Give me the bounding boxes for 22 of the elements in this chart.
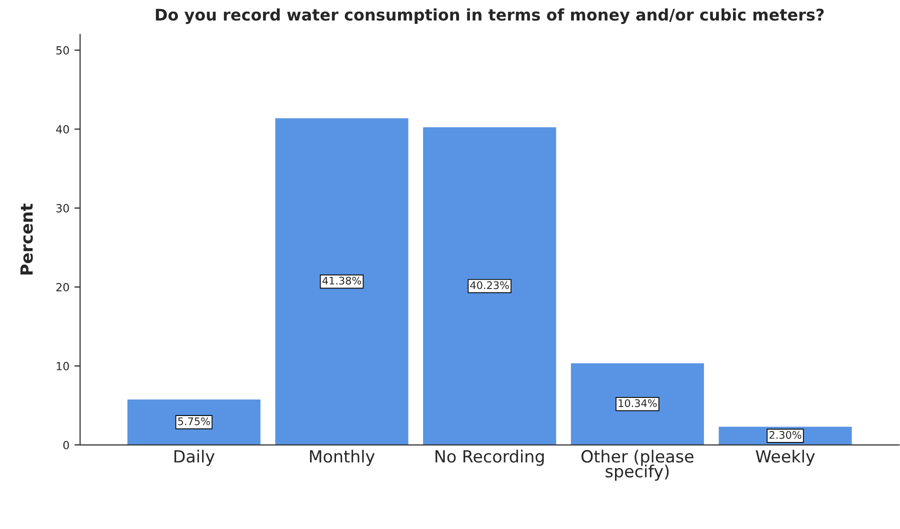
data-label: 5.75% (178, 417, 210, 426)
y-tick-label: 10 (56, 362, 69, 370)
data-label: 2.30% (769, 430, 802, 439)
chart-title: Do you record water consumption in terms of money and/or cubic meters? (156, 8, 824, 24)
x-tick-label: Daily (174, 450, 215, 466)
y-tick-label: 20 (56, 282, 69, 292)
y-axis-title: Percent (20, 204, 33, 274)
x-tick-label: Weekly (756, 450, 815, 466)
y-tick-label: 30 (56, 204, 69, 212)
bar (275, 118, 408, 445)
bar (127, 399, 260, 445)
data-label: 10.34% (618, 399, 657, 408)
x-tick-label: No Recording (436, 450, 544, 466)
y-tick-label: 40 (56, 125, 69, 134)
bar (423, 127, 556, 445)
bar (570, 363, 704, 445)
data-label: 41.38% (322, 276, 362, 285)
x-tick-label: Monthly (310, 450, 375, 466)
y-tick-label: 0 (63, 440, 69, 450)
x-tick-label: Other (please specify) (582, 450, 694, 481)
y-tick-label: 50 (56, 46, 69, 55)
data-label: 40.23% (470, 281, 509, 290)
